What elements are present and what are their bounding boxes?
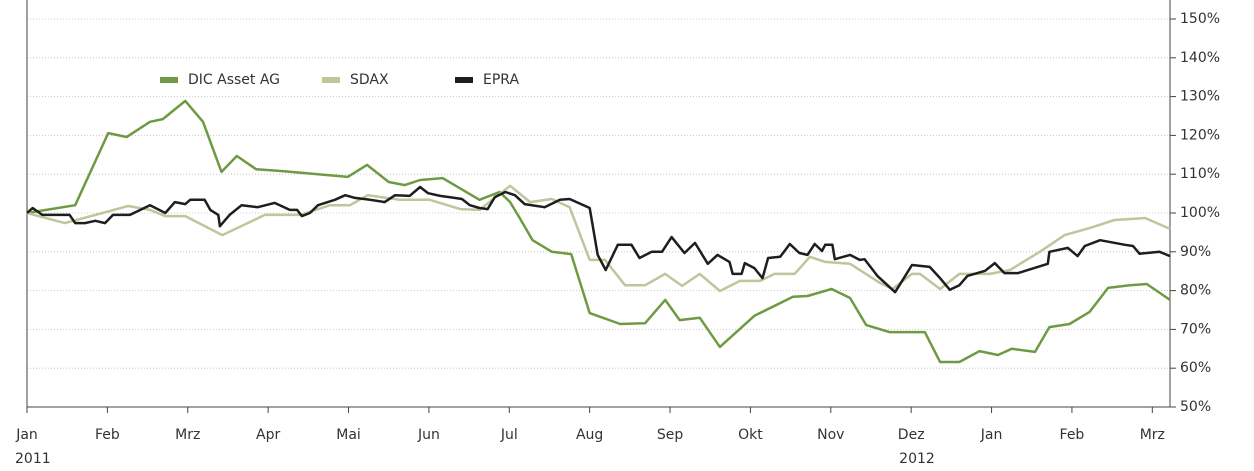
x-tick-label: Okt <box>738 427 763 443</box>
year-label: 2012 <box>899 451 935 467</box>
x-tick-label: Dez <box>898 427 925 443</box>
series-line <box>26 99 1171 364</box>
legend-swatch <box>455 77 473 83</box>
y-tick-label: 50% <box>1180 399 1211 415</box>
y-tick-label: 80% <box>1180 283 1211 299</box>
x-tick-label: Jan <box>15 427 38 443</box>
x-tick-label: Sep <box>657 427 684 443</box>
x-tick-label: Mrz <box>1140 427 1165 443</box>
series-line <box>26 184 1171 293</box>
series-line <box>26 185 1171 294</box>
y-tick-label: 130% <box>1180 89 1220 105</box>
x-tick-label: Nov <box>817 427 844 443</box>
x-tick-label: Mrz <box>175 427 200 443</box>
y-tick-label: 110% <box>1180 166 1220 182</box>
x-tick-label: Jan <box>980 427 1003 443</box>
y-tick-label: 60% <box>1180 360 1211 376</box>
x-tick-label: Aug <box>576 427 603 443</box>
y-tick-label: 140% <box>1180 50 1220 66</box>
x-tick-label: Apr <box>256 427 280 443</box>
legend-label: DIC Asset AG <box>188 72 280 88</box>
y-tick-label: 120% <box>1180 127 1220 143</box>
y-tick-label: 90% <box>1180 244 1211 260</box>
legend-swatch <box>160 77 178 83</box>
legend-label: EPRA <box>483 72 519 88</box>
x-tick-label: Jun <box>417 427 440 443</box>
year-label: 2011 <box>15 451 51 467</box>
x-tick-label: Jul <box>500 427 518 443</box>
x-tick-label: Feb <box>95 427 120 443</box>
y-tick-label: 100% <box>1180 205 1220 221</box>
y-tick-label: 70% <box>1180 321 1211 337</box>
legend-label: SDAX <box>350 72 389 88</box>
x-tick-label: Mai <box>336 427 361 443</box>
x-tick-label: Feb <box>1060 427 1085 443</box>
y-tick-label: 150% <box>1180 11 1220 27</box>
legend-swatch <box>322 77 340 83</box>
